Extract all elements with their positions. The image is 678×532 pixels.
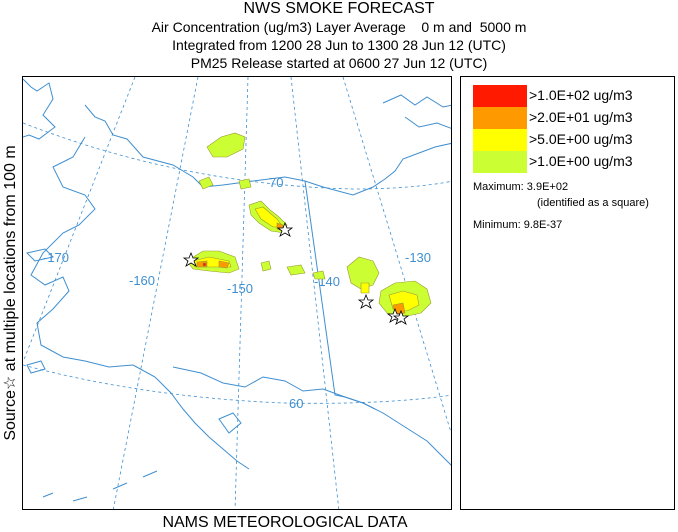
smoke-plumes — [186, 132, 432, 318]
plume-east-upper-core — [360, 282, 370, 294]
longitude-line-170 — [23, 77, 136, 363]
source-star-icon — [392, 309, 410, 325]
chukotka-coast — [23, 78, 56, 140]
source-star-icon — [182, 251, 200, 267]
latitude-line-60 — [23, 364, 451, 404]
lon-label-160: -160 — [129, 273, 155, 288]
lat-label-70: 70 — [269, 175, 283, 190]
legend-label: >1.0E+02 ug/m3 — [529, 87, 633, 103]
plume-east-upper — [346, 256, 380, 290]
western-alaska-coast — [30, 136, 134, 368]
plume-blob-1 — [260, 260, 272, 272]
legend-label: >2.0E+01 ug/m3 — [529, 109, 633, 125]
maximum-value: Maximum: 3.9E+02 — [473, 181, 569, 193]
source-side-label: Source☆ at multiple locations from 100 m — [2, 145, 19, 441]
meteorological-data-label: NAMS METEOROLOGICAL DATA — [162, 514, 408, 531]
arctic-north-coast — [84, 104, 451, 196]
longitude-line-160 — [112, 77, 199, 509]
legend-swatch-orange — [473, 107, 527, 129]
plume-small-west — [198, 176, 214, 190]
legend-item-20: >2.0E+01 ug/m3 — [473, 107, 673, 129]
map-panel: -170 -160 -150 -140 -130 70 60 — [22, 76, 452, 510]
legend-panel: >1.0E+02 ug/m3 >2.0E+01 ug/m3 >5.0E+00 u… — [460, 76, 675, 510]
subtitle-concentration: Air Concentration (ug/m3) Layer Average … — [151, 19, 527, 35]
legend-swatch-yellow — [473, 129, 527, 151]
plume-southwest-max — [202, 262, 207, 267]
source-markers — [182, 221, 410, 325]
longitude-line-140 — [290, 77, 340, 509]
coastlines — [23, 78, 451, 502]
us-canada-border — [304, 180, 376, 410]
aleutian-islands — [42, 470, 158, 502]
latitude-gridlines — [23, 122, 451, 404]
lon-label-170: -170 — [43, 250, 69, 265]
source-star-icon — [276, 221, 294, 237]
latitude-line-70 — [23, 122, 451, 190]
nunivak-island — [26, 360, 46, 374]
plume-blob-2 — [286, 264, 306, 276]
plume-blob-3 — [312, 270, 326, 280]
minimum-value: Minimum: 9.8E-37 — [473, 219, 563, 231]
alaska-map: -170 -160 -150 -140 -130 70 60 — [23, 77, 451, 509]
plume-small-mid — [238, 178, 252, 190]
longitude-gridlines — [23, 77, 451, 509]
legend-label: >1.0E+00 ug/m3 — [529, 153, 633, 169]
plume-north — [206, 132, 246, 158]
kodiak-island — [218, 412, 242, 434]
st-lawrence-island — [26, 248, 54, 262]
legend-swatch-green — [473, 151, 527, 173]
south-coast — [172, 366, 451, 466]
maximum-note: (identified as a square) — [537, 197, 649, 209]
legend-item-100: >1.0E+02 ug/m3 — [473, 85, 673, 107]
canada-arctic-islands — [382, 94, 451, 129]
legend-item-5: >5.0E+00 ug/m3 — [473, 129, 673, 151]
lon-label-130: -130 — [405, 250, 431, 265]
subtitle-integration: Integrated from 1200 28 Jun to 1300 28 J… — [172, 37, 506, 53]
source-star-icon — [357, 293, 375, 309]
lon-label-150: -150 — [227, 281, 253, 296]
alaska-peninsula — [132, 364, 250, 470]
lat-label-60: 60 — [289, 396, 303, 411]
legend-swatch-red — [473, 85, 527, 107]
longitude-line-150 — [234, 77, 249, 509]
chart-title: NWS SMOKE FORECAST — [243, 0, 435, 17]
legend-label: >5.0E+00 ug/m3 — [529, 131, 633, 147]
legend-item-1: >1.0E+00 ug/m3 — [473, 151, 673, 173]
subtitle-release: PM25 Release started at 0600 27 Jun 12 (… — [190, 55, 488, 71]
